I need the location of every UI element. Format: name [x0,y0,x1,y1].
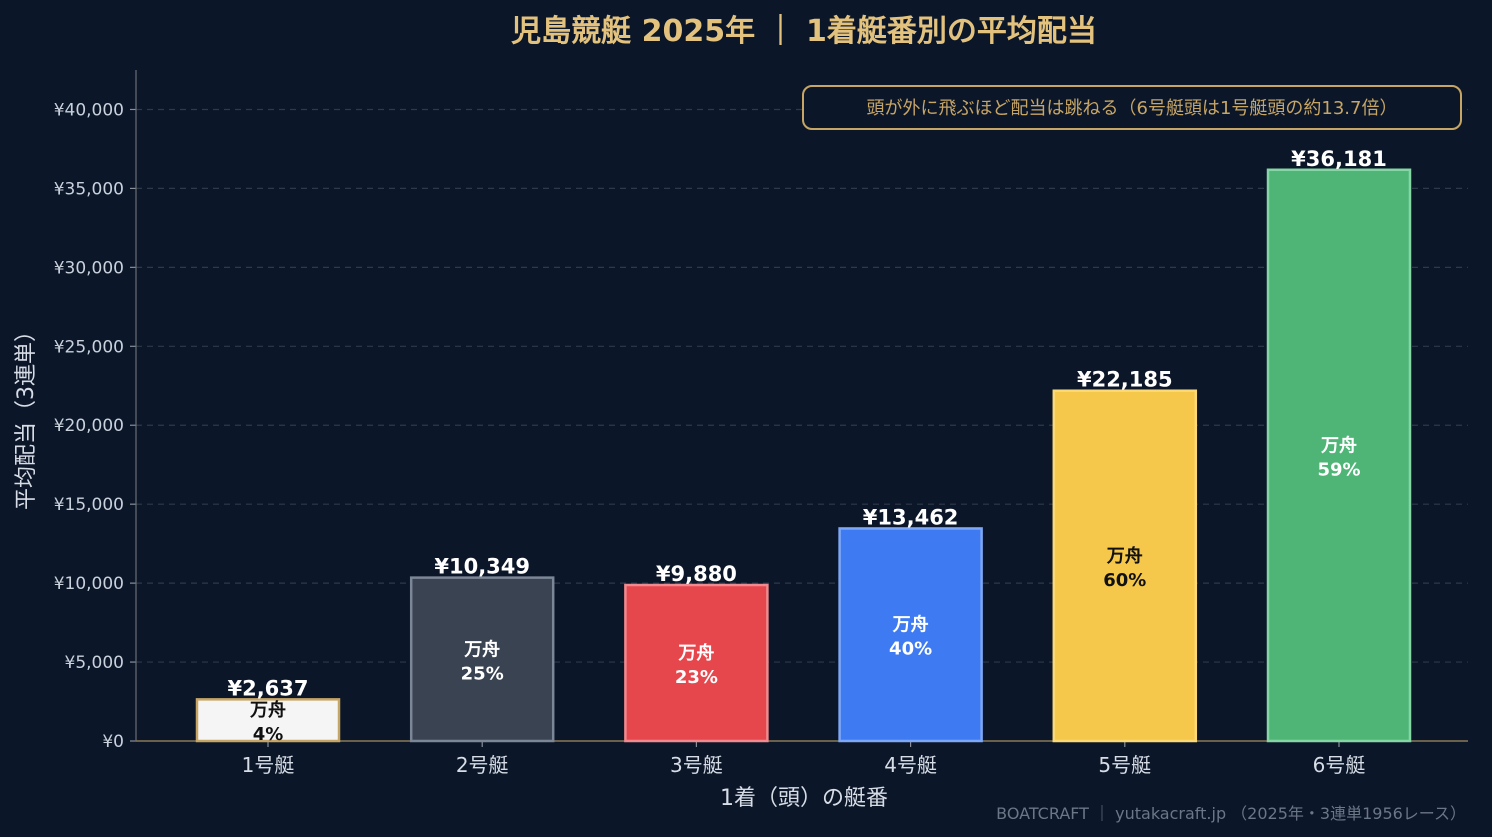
y-tick-label: ¥10,000 [54,574,124,594]
x-tick-label: 1号艇 [242,753,295,777]
bar-value-label: ¥9,880 [656,562,737,586]
bar [624,583,769,743]
bar [195,698,341,743]
annotation-text: 頭が外に飛ぶほど配当は跳ねる（6号艇頭は1号艇頭の約13.7倍） [867,98,1398,119]
bar-manshu-caption: 万舟 [1320,434,1357,456]
y-axis-label: 平均配当（3連単） [14,320,39,510]
y-tick-label: ¥25,000 [54,337,124,357]
bar-labels: ¥2,637万舟4%¥10,349万舟25%¥9,880万舟23%¥13,462… [227,147,1386,745]
y-tick-label: ¥20,000 [54,416,124,436]
bar-manshu-rate: 60% [1103,570,1146,591]
bar-manshu-rate: 40% [889,639,932,660]
bar-manshu-rate: 23% [675,667,718,688]
bar [1052,389,1198,743]
bar-manshu-caption: 万舟 [463,638,500,660]
y-tick-labels: ¥0 ¥5,000 ¥10,000 ¥15,000 ¥20,000 ¥25,000 ¥30,… [54,100,124,752]
bar-manshu-caption: 万舟 [1106,545,1143,567]
bar [838,527,983,743]
bar-value-label: ¥36,181 [1291,147,1387,171]
axes [130,70,1468,747]
x-tick-label: 3号艇 [670,753,723,777]
bars [195,168,1412,743]
y-tick-label: ¥15,000 [54,495,124,515]
bar-manshu-rate: 4% [253,724,284,745]
x-tick-label: 5号艇 [1098,753,1151,777]
y-tick-label: ¥30,000 [54,258,124,278]
y-tick-label: ¥0 [102,732,124,752]
bar-manshu-caption: 万舟 [677,642,714,664]
bar [1266,168,1412,743]
bar-manshu-rate: 59% [1317,459,1360,480]
x-tick-label: 6号艇 [1313,753,1366,777]
bar-manshu-caption: 万舟 [249,699,286,721]
bar-value-label: ¥13,462 [863,505,959,529]
y-tick-label: ¥40,000 [54,100,124,120]
bar-value-label: ¥10,349 [434,555,530,579]
bar-manshu-caption: 万舟 [892,614,929,636]
bar-value-label: ¥2,637 [227,676,308,700]
annotation-box [802,85,1462,130]
x-tick-label: 2号艇 [456,753,509,777]
x-tick-labels: 1号艇 2号艇 3号艇 4号艇 5号艇 6号艇 [242,753,1366,777]
bar [409,576,555,743]
bar-value-label: ¥22,185 [1077,368,1173,392]
y-tick-label: ¥35,000 [54,179,124,199]
footer-credit: BOATCRAFT ｜ yutakacraft.jp （2025年・3連単195… [996,804,1466,823]
x-tick-label: 4号艇 [884,753,937,777]
chart-title: 児島競艇 2025年 ｜ 1着艇番別の平均配当 [511,14,1097,49]
x-axis-label: 1着（頭）の艇番 [720,786,888,811]
y-tick-label: ¥5,000 [65,653,124,673]
bar-manshu-rate: 25% [461,663,504,684]
